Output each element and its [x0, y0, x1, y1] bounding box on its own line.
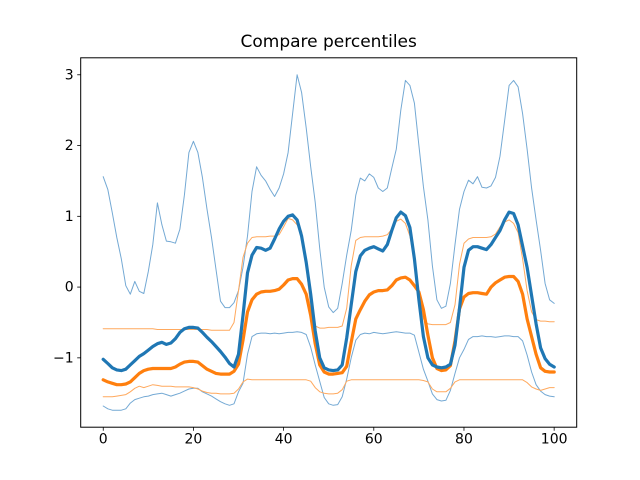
series-line-orange-lower-percentile: [102, 378, 555, 398]
y-tick-label: 2: [65, 138, 74, 154]
y-tick-label: 1: [65, 209, 74, 225]
y-tick-label: 0: [65, 280, 74, 296]
x-tick-label: 0: [99, 432, 108, 448]
series-line-blue-upper-percentile: [102, 74, 555, 314]
y-tick-label: −1: [53, 350, 74, 366]
series-line-blue-lower-percentile: [102, 331, 555, 411]
series-line-orange-upper-percentile: [102, 217, 555, 331]
chart-title: Compare percentiles: [240, 32, 417, 52]
plot-area: 0 20 40 60 80 100 −1 0 1 2 3: [53, 57, 578, 448]
x-tick-label: 80: [455, 432, 473, 448]
x-tick-label: 40: [275, 432, 293, 448]
axes-spines: [80, 57, 578, 428]
x-tick-label: 60: [365, 432, 383, 448]
x-tick-label: 20: [185, 432, 203, 448]
series-line-orange-median: [101, 274, 556, 387]
x-tick-label: 100: [541, 432, 568, 448]
y-tick-label: 3: [65, 67, 74, 83]
series-line-blue-median: [101, 210, 556, 373]
